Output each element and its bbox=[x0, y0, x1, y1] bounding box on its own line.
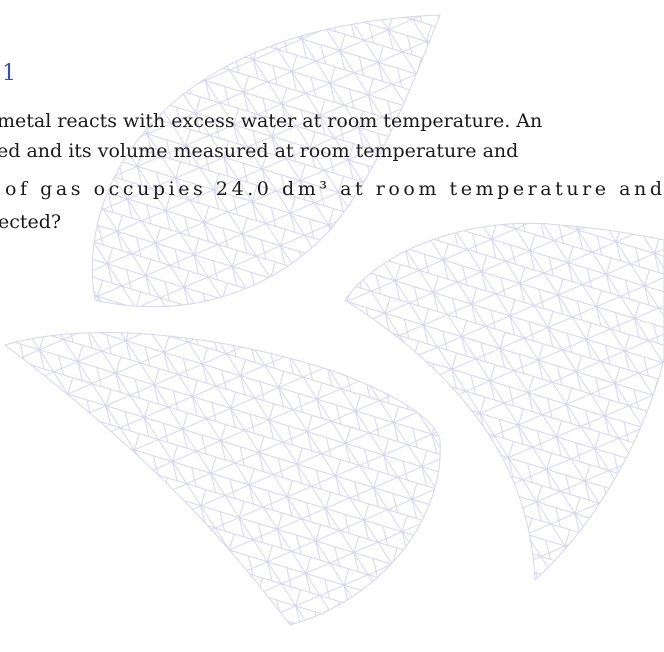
text-line: metal reacts with excess water at room t… bbox=[0, 110, 542, 132]
heading: 1 bbox=[2, 61, 16, 86]
watermark bbox=[5, 15, 664, 625]
document-view: 1 metal reacts with excess water at room… bbox=[0, 0, 664, 652]
text-line: of gas occupies 24.0 dm³ at room tempera… bbox=[5, 178, 662, 200]
text-line: ed and its volume measured at room tempe… bbox=[0, 140, 518, 162]
page: {"heading": "1", "lines": [ "metal react… bbox=[0, 0, 664, 652]
text-line: ected? bbox=[0, 211, 61, 233]
